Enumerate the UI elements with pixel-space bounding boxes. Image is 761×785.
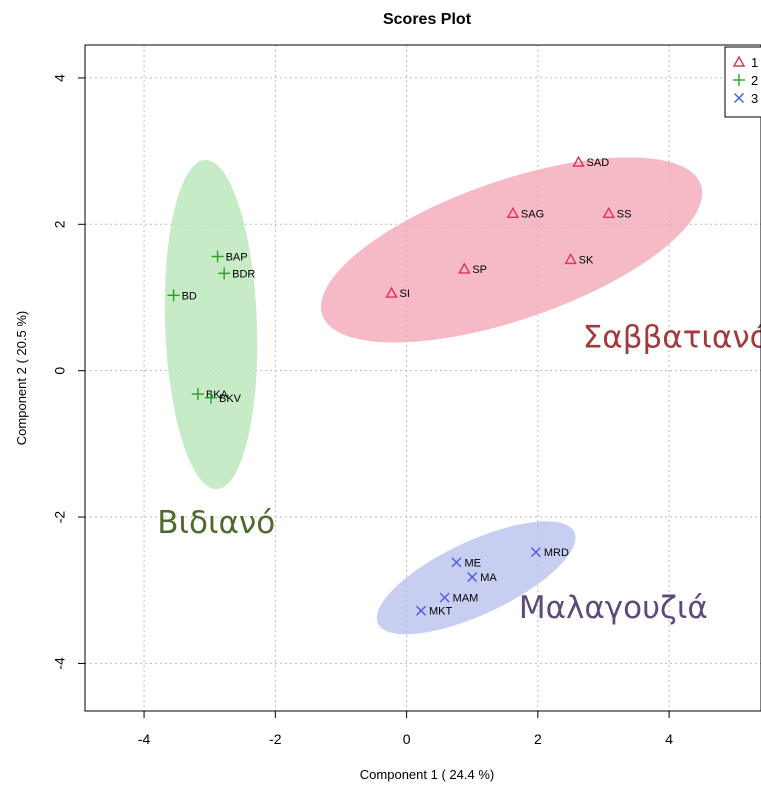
legend-marker-1 (732, 55, 746, 67)
ellipse-group-3 (376, 521, 576, 635)
point-label-mkt: MKT (429, 606, 453, 618)
y-tick-label: 4 (52, 74, 68, 82)
point-label-mam: MAM (453, 593, 479, 605)
x-tick-label: 4 (665, 731, 673, 747)
chart-title: Scores Plot (383, 11, 472, 28)
point-ss (602, 206, 615, 219)
point-label-sag: SAG (521, 208, 544, 220)
y-tick-label: 0 (52, 367, 68, 375)
point-label-bkv: BKV (219, 393, 242, 405)
point-label-bd: BD (182, 290, 197, 302)
x-tick-label: -2 (269, 731, 282, 747)
point-sk (564, 252, 577, 265)
legend-marker-3 (734, 93, 744, 103)
group-annotation: Μαλαγουζιά (519, 590, 708, 626)
point-sad (572, 155, 585, 167)
y-tick-label: -2 (52, 511, 68, 524)
point-label-mrd: MRD (544, 547, 569, 559)
point-si (385, 286, 398, 298)
x-axis-label: Component 1 ( 24.4 %) (360, 767, 494, 782)
point-label-bdr: BDR (232, 268, 255, 280)
y-tick-label: -4 (52, 657, 68, 670)
point-mam (439, 592, 450, 603)
legend: 1 2 3 (724, 46, 761, 118)
point-bap (211, 250, 224, 263)
point-label-sk: SK (579, 254, 594, 266)
ellipse-group-1 (320, 157, 703, 343)
point-mrd (530, 547, 541, 558)
legend-label-3: 3 (751, 91, 758, 106)
point-mkt (416, 605, 427, 616)
x-tick-label: 2 (534, 731, 542, 747)
confidence-ellipses (164, 157, 703, 635)
y-axis-label: Component 2 ( 20.5 %) (14, 311, 29, 445)
point-sag (506, 206, 520, 219)
y-tick-label: 2 (52, 220, 68, 228)
point-me (451, 557, 462, 568)
point-label-sad: SAD (587, 157, 610, 169)
axes: -4 -2 0 2 4 -4 -2 0 2 4 (52, 74, 674, 747)
point-label-ma: MA (480, 572, 497, 584)
point-bkv (205, 391, 218, 404)
x-tick-label: -4 (138, 731, 151, 747)
legend-marker-2 (733, 74, 745, 86)
point-bka (191, 388, 204, 401)
point-sp (458, 262, 471, 274)
plot-frame (84, 44, 761, 712)
group-annotation: Σαββατιανό (583, 319, 761, 355)
group-annotations: Σαββατιανό Βιδιανό Μαλαγουζιά (157, 319, 761, 626)
group-annotation: Βιδιανό (157, 505, 275, 541)
legend-label-2: 2 (751, 73, 758, 88)
legend-label-1: 1 (751, 55, 758, 70)
ellipse-group-2 (164, 159, 258, 490)
point-label-si: SI (399, 288, 409, 300)
point-label-ss: SS (617, 208, 632, 220)
point-bdr (218, 267, 231, 280)
x-tick-label: 0 (403, 731, 411, 747)
point-bd (167, 289, 180, 302)
point-label-sp: SP (472, 264, 487, 276)
legend-box (724, 46, 761, 118)
point-label-me: ME (464, 557, 481, 569)
point-label-bap: BAP (226, 252, 248, 264)
point-ma (467, 572, 478, 583)
